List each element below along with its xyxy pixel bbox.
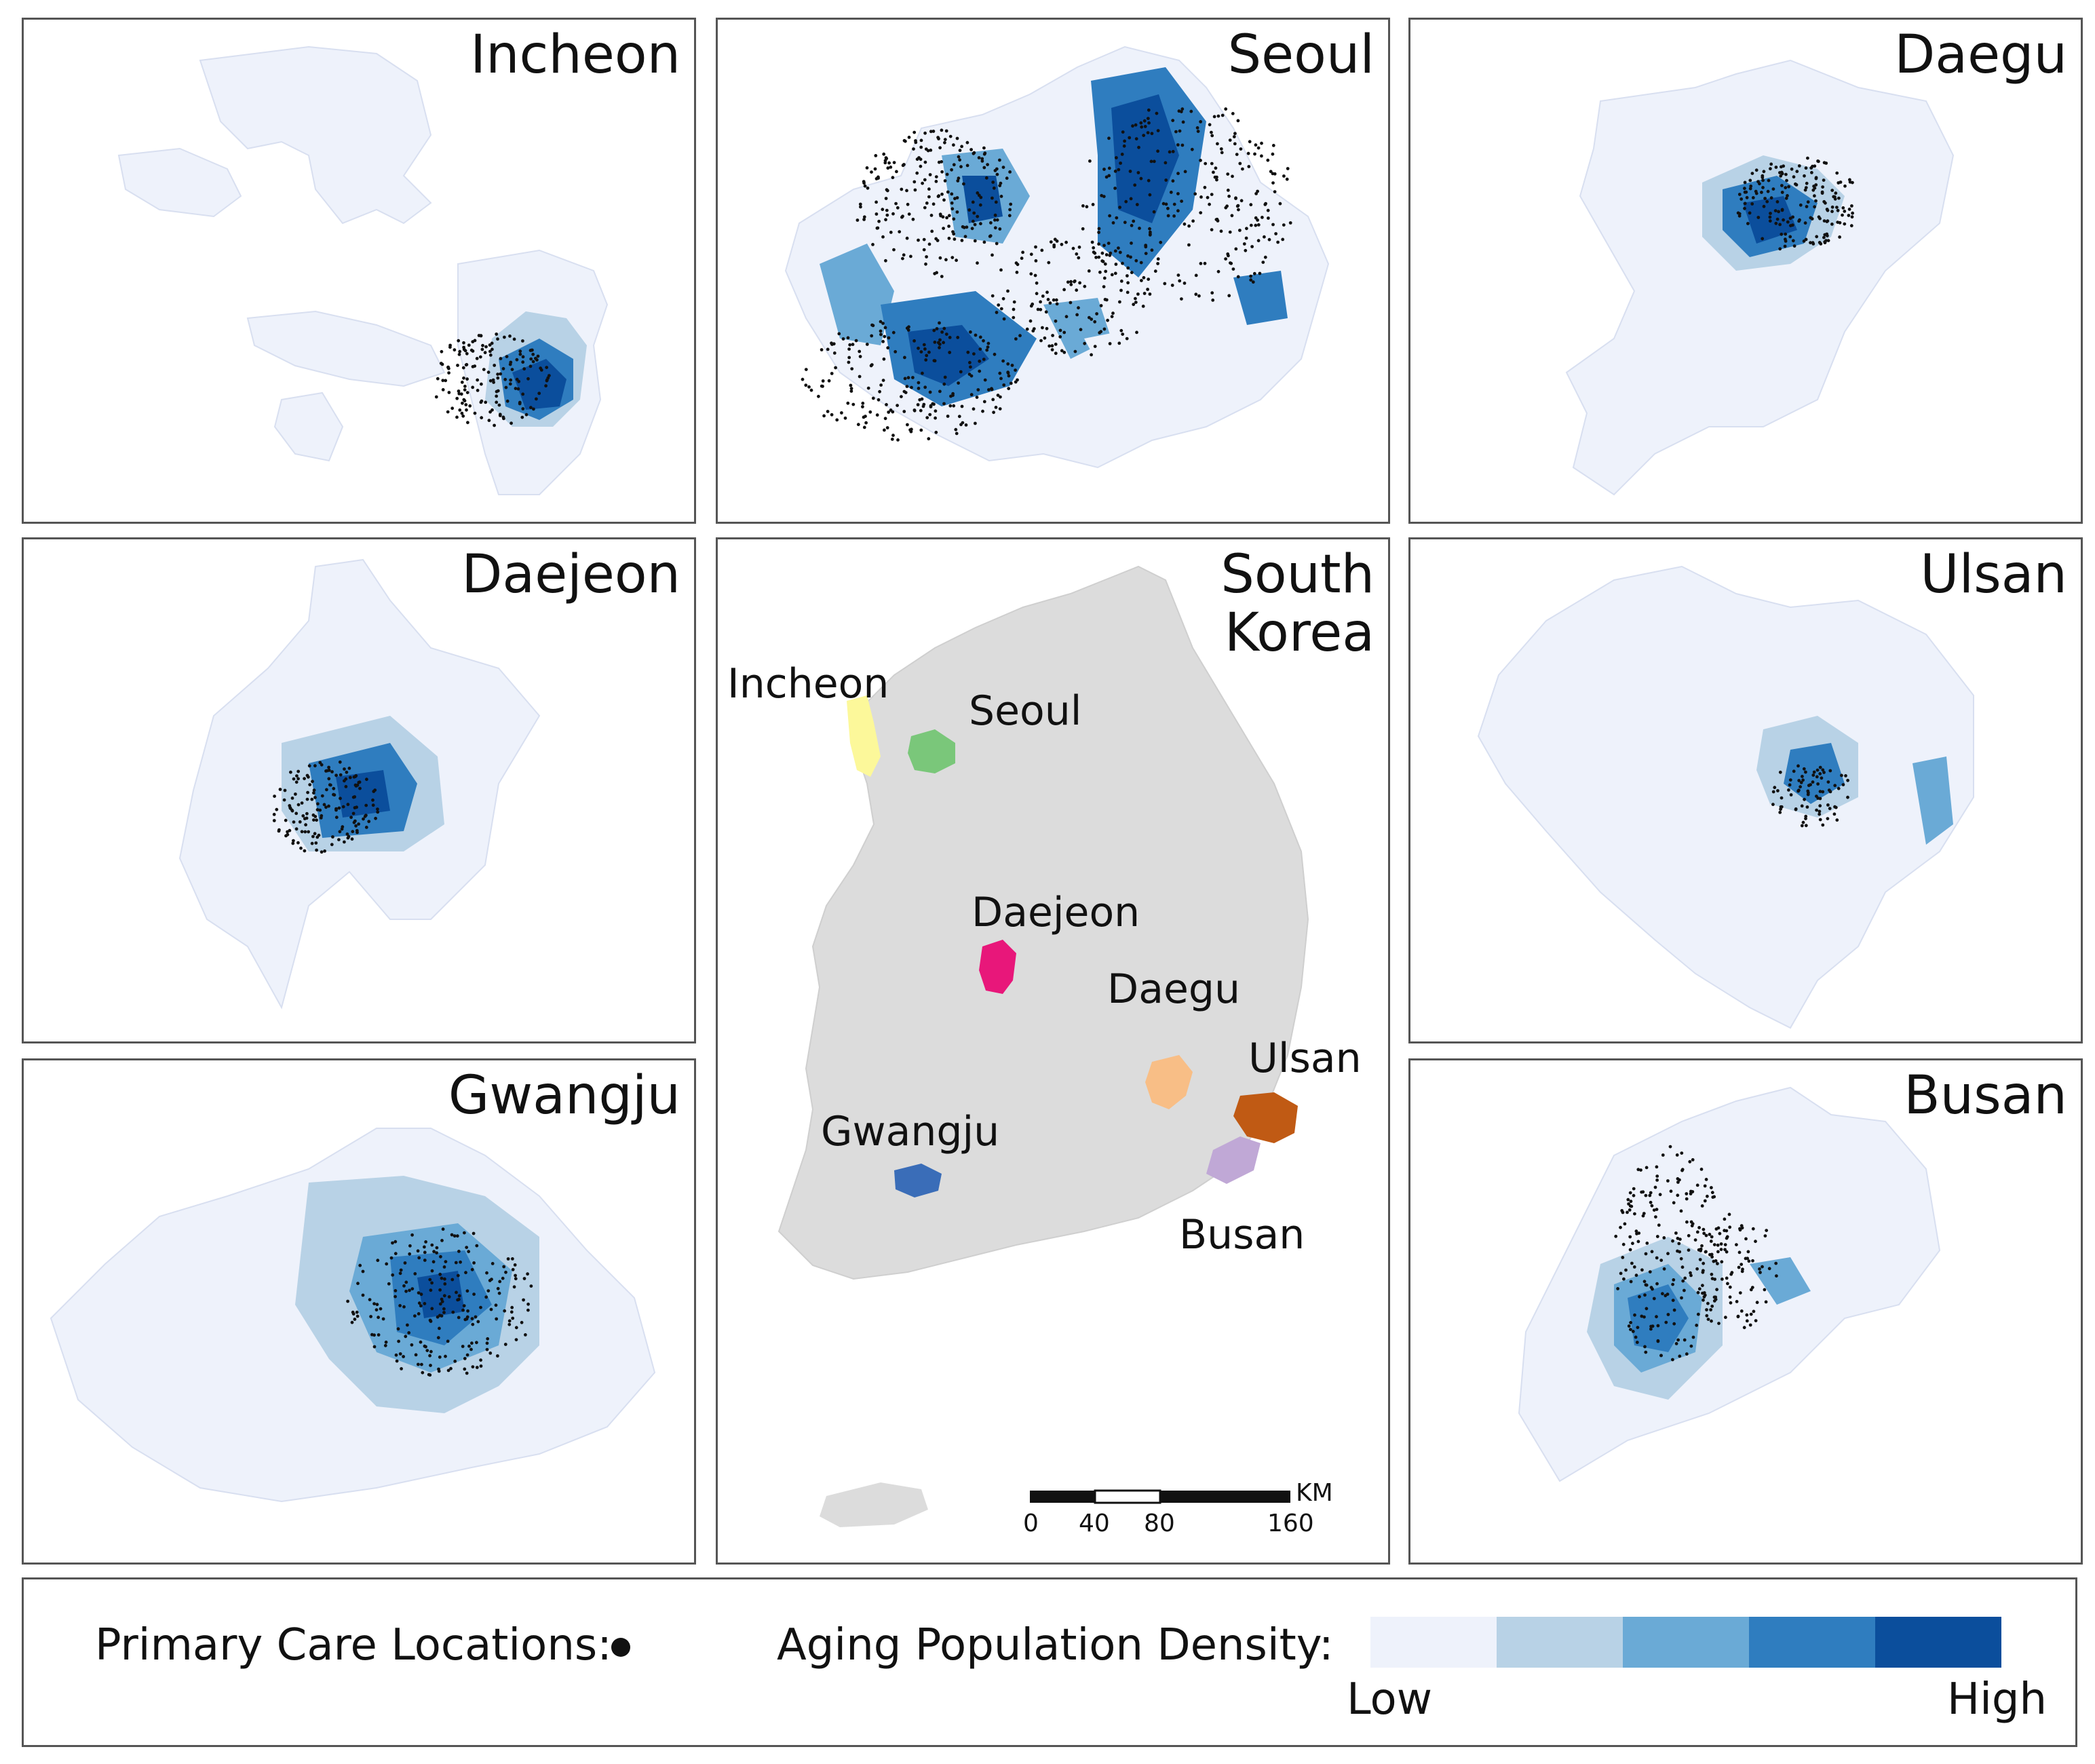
density-class-2: [1497, 1617, 1623, 1668]
label-gwangju: Gwangju: [821, 1108, 1000, 1155]
scale-bar-unit: KM: [1296, 1479, 1333, 1507]
south-korea-title: South Korea: [1221, 544, 1375, 664]
daegu-map-panel: Daegu: [1408, 18, 2083, 524]
south-korea-map: [777, 565, 1309, 1527]
daejeon-map-panel: Daejeon: [22, 537, 696, 1043]
busan-title: Busan: [1904, 1065, 2067, 1126]
scale-bar: [1030, 1489, 1290, 1504]
busan-region: [1206, 1136, 1261, 1184]
incheon-map-panel: Incheon: [22, 18, 696, 524]
jeju-island: [820, 1482, 928, 1527]
primary-care-marker-icon: [611, 1638, 630, 1657]
seoul-title: Seoul: [1227, 24, 1375, 85]
incheon-title: Incheon: [470, 24, 680, 85]
scale-bar-tick-0: 0: [1023, 1510, 1039, 1537]
seoul-map-panel: Seoul: [716, 18, 1390, 524]
seoul-map: [784, 45, 1330, 469]
daegu-title: Daegu: [1894, 24, 2067, 85]
legend: Primary Care Locations: Aging Population…: [22, 1577, 2077, 1747]
south-korea-title-line1: South: [1221, 544, 1375, 605]
ulsan-map-panel: Ulsan: [1408, 537, 2083, 1043]
daejeon-map: [178, 558, 541, 1010]
south-korea-title-line2: Korea: [1224, 602, 1375, 664]
scale-bar-tick-80: 80: [1144, 1510, 1175, 1537]
label-daegu: Daegu: [1107, 965, 1240, 1013]
daegu-region: [1145, 1055, 1193, 1109]
incheon-map: [117, 45, 609, 495]
busan-map: [1518, 1086, 1941, 1482]
legend-high-label: High: [1947, 1674, 2048, 1725]
daegu-map: [1565, 59, 1955, 496]
daejeon-title: Daejeon: [461, 544, 680, 605]
label-ulsan: Ulsan: [1248, 1035, 1362, 1082]
daejeon-region: [979, 940, 1016, 994]
legend-density-label: Aging Population Density:: [777, 1620, 1334, 1670]
gwangju-region: [894, 1164, 942, 1197]
density-class-5: [1875, 1617, 2001, 1668]
south-korea-overview-panel: South Korea Incheon Seoul Daejeon Daegu …: [716, 537, 1390, 1565]
density-class-1: [1370, 1617, 1497, 1668]
ulsan-region: [1233, 1092, 1298, 1143]
label-busan: Busan: [1179, 1211, 1305, 1259]
label-seoul: Seoul: [969, 687, 1082, 735]
legend-low-label: Low: [1347, 1674, 1433, 1725]
gwangju-map: [50, 1128, 656, 1503]
busan-map-panel: Busan: [1408, 1058, 2083, 1565]
gwangju-map-panel: Gwangju: [22, 1058, 696, 1565]
legend-points-label: Primary Care Locations:: [95, 1620, 612, 1670]
incheon-region: [847, 695, 881, 777]
ulsan-title: Ulsan: [1920, 544, 2067, 605]
seoul-region: [908, 729, 955, 773]
label-incheon: Incheon: [727, 660, 889, 708]
label-daejeon: Daejeon: [972, 889, 1140, 936]
density-class-3: [1623, 1617, 1749, 1668]
ulsan-map: [1477, 565, 1974, 1029]
gwangju-title: Gwangju: [448, 1065, 680, 1126]
density-color-ramp: [1370, 1617, 2001, 1668]
scale-bar-tick-160: 160: [1267, 1510, 1314, 1537]
scale-bar-tick-40: 40: [1079, 1510, 1110, 1537]
density-class-4: [1749, 1617, 1875, 1668]
